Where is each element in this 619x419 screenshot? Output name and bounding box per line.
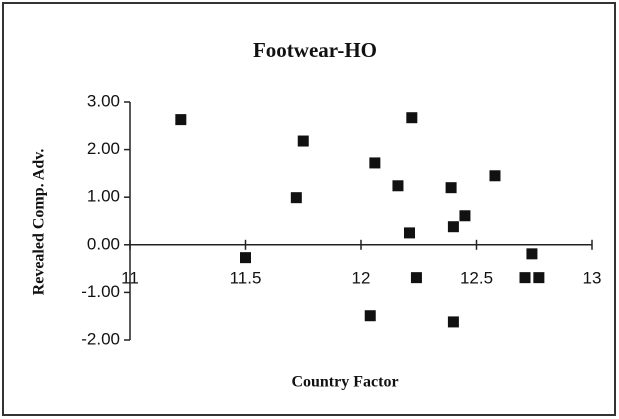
point — [175, 114, 187, 126]
point — [519, 272, 531, 284]
x-tick-label: 11 — [121, 268, 139, 287]
point — [297, 135, 309, 147]
point — [290, 192, 302, 204]
y-tick-label: 2.00 — [87, 139, 120, 158]
y-tick-label: 3.00 — [87, 91, 120, 110]
x-tick-label: 12 — [352, 268, 371, 287]
point — [445, 182, 457, 194]
point — [447, 221, 459, 233]
point — [459, 210, 471, 222]
x-tick-label: 13 — [583, 268, 602, 287]
x-tick-label: 12.5 — [460, 268, 493, 287]
point — [406, 112, 418, 124]
x-axis-label: Country Factor — [291, 374, 398, 391]
point — [392, 180, 404, 192]
point — [533, 272, 545, 284]
y-tick-label: 0.00 — [87, 234, 120, 253]
point — [404, 227, 416, 239]
y-tick-label: 1.00 — [87, 187, 120, 206]
point — [369, 157, 381, 169]
y-tick-label: -2.00 — [81, 329, 120, 348]
point — [240, 252, 251, 264]
y-tick-label: -1.00 — [81, 282, 120, 301]
chart-title: Footwear-HO — [253, 38, 377, 62]
point — [410, 272, 422, 284]
point — [364, 310, 376, 322]
point — [526, 248, 538, 260]
point — [447, 316, 459, 328]
y-axis-label: Revealed Comp. Adv. — [31, 149, 48, 296]
point — [489, 170, 501, 182]
x-tick-label: 11.5 — [230, 268, 262, 287]
